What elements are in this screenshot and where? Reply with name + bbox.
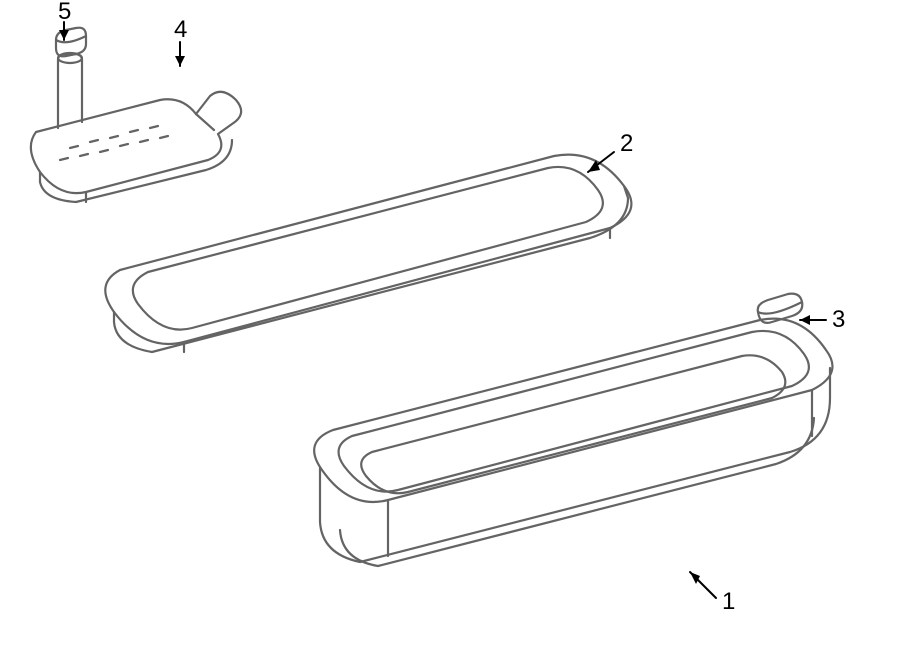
oil-pan: [314, 319, 832, 566]
callout-label-5: 5: [58, 0, 71, 24]
transmission-filter: [31, 53, 241, 202]
callout-label-4: 4: [174, 18, 187, 42]
diagram-container: { "diagram": { "type": "exploded-parts",…: [0, 0, 900, 661]
callout-arrows: [59, 22, 826, 598]
callout-label-1: 1: [722, 590, 735, 614]
callout-label-2: 2: [620, 132, 633, 156]
pan-gasket: [105, 155, 631, 352]
callout-label-3: 3: [832, 308, 845, 332]
parts-diagram-svg: [0, 0, 900, 661]
